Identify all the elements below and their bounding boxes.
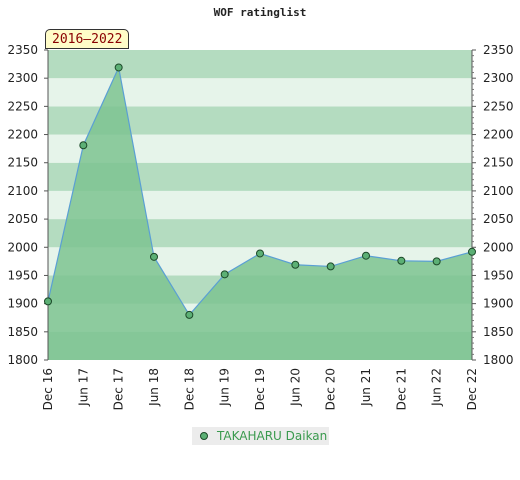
y-tick-label-left: 2050 [7,212,38,226]
y-tick-label-left: 2000 [7,240,38,254]
data-point [79,141,88,150]
x-tick-label: Dec 18 [182,368,196,410]
y-tick-label-left: 2150 [7,156,38,170]
y-tick-label-right: 2050 [483,212,514,226]
x-tick-label: Jun 22 [430,368,444,407]
legend-label: TAKAHARU Daikan [217,429,328,443]
y-tick-label-right: 2150 [483,156,514,170]
x-tick-label: Jun 21 [359,368,373,407]
x-tick-label: Jun 18 [147,368,161,407]
y-tick-label-right: 1850 [483,325,514,339]
y-tick-label-left: 1950 [7,268,38,282]
y-tick-label-left: 1800 [7,353,38,367]
x-tick-label: Dec 16 [41,368,55,410]
marker-layer [44,63,476,319]
data-point [468,247,476,256]
data-point [220,270,229,279]
axis-layer: 1800 1800 1850 1850 1900 1900 1950 1950 2000 2000… [7,43,513,410]
data-point [185,310,194,319]
x-tick-label: Dec 22 [465,368,479,410]
y-tick-label-right: 2350 [483,43,514,57]
x-tick-label: Jun 19 [218,368,232,407]
y-tick-label-right: 2300 [483,71,514,85]
background-band [48,50,472,79]
x-tick-label: Dec 21 [394,368,408,410]
y-tick-label-left: 2200 [7,128,38,142]
x-tick-label: Dec 20 [324,368,338,410]
y-tick-label-left: 1900 [7,297,38,311]
period-badge: 2016–2022 [45,29,130,49]
data-point [44,297,52,306]
x-tick-label: Dec 19 [253,368,267,410]
data-point [291,260,300,269]
y-tick-label-right: 1900 [483,297,514,311]
y-tick-label-right: 2250 [483,99,514,113]
y-tick-label-left: 1850 [7,325,38,339]
x-tick-label: Jun 17 [76,368,90,407]
y-tick-label-right: 1800 [483,353,514,367]
y-tick-label-left: 2100 [7,184,38,198]
legend: TAKAHARU Daikan [192,427,329,445]
y-tick-label-left: 2350 [7,43,38,57]
data-point [362,251,370,260]
data-point [114,63,123,72]
series-area [48,67,472,361]
y-tick-label-right: 2000 [483,240,514,254]
y-tick-label-left: 2250 [7,99,38,113]
y-tick-label-right: 1950 [483,268,514,282]
y-tick-label-right: 2200 [483,128,514,142]
x-tick-label: Jun 20 [288,368,302,407]
legend-marker-icon [200,432,208,440]
y-tick-label-right: 2100 [483,184,514,198]
y-tick-label-left: 2300 [7,71,38,85]
data-point [256,249,264,258]
data-point [397,256,406,265]
chart-title: WOF ratinglist [213,6,307,19]
x-tick-label: Dec 17 [112,368,126,410]
data-point [432,257,441,266]
data-point [150,252,158,261]
data-point [326,262,335,271]
